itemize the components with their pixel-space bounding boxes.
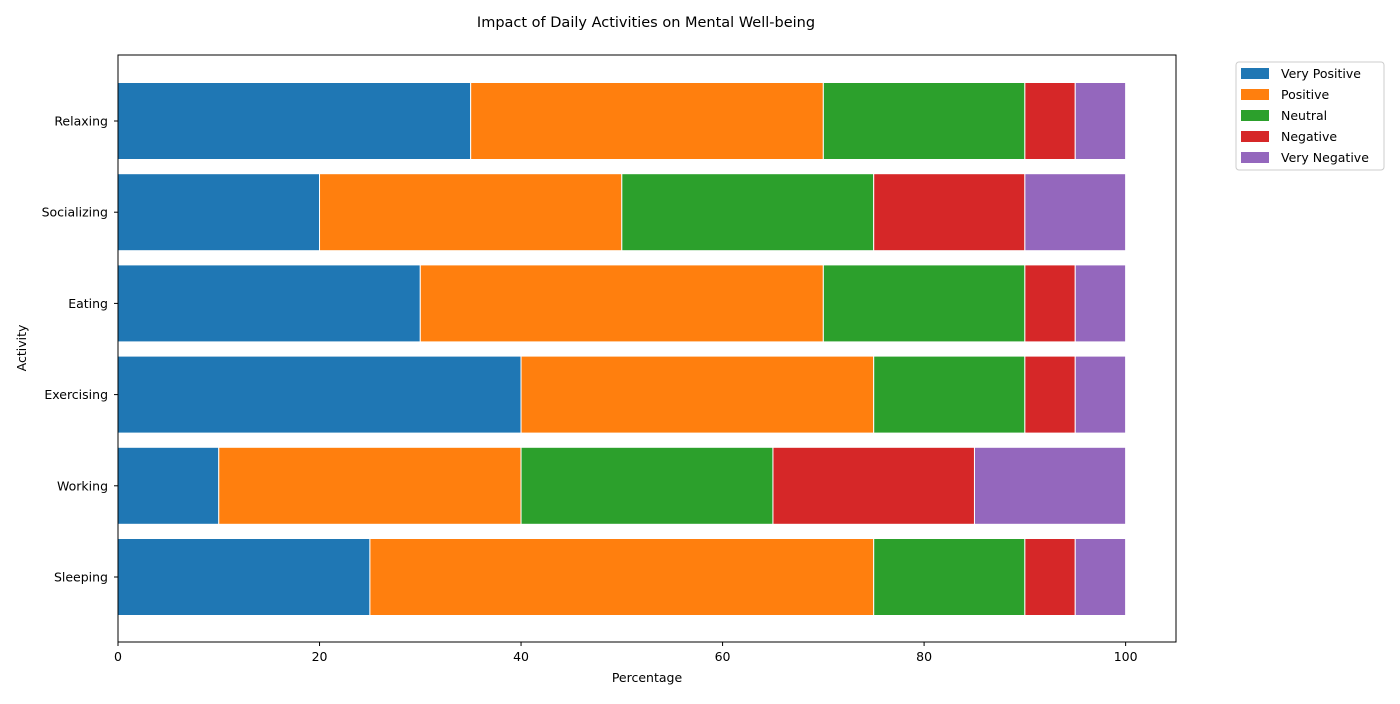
- bar-socializing-very-positive: [118, 174, 320, 251]
- bar-eating-very-negative: [1075, 265, 1125, 342]
- legend-label-negative: Negative: [1281, 129, 1337, 144]
- bar-relaxing-negative: [1025, 83, 1075, 160]
- bar-eating-neutral: [823, 265, 1025, 342]
- chart-title: Impact of Daily Activities on Mental Wel…: [477, 15, 815, 31]
- bar-exercising-very-positive: [118, 356, 521, 433]
- bar-relaxing-very-negative: [1075, 83, 1125, 160]
- y-axis: Sleeping Working Exercising Eating Socializi…: [42, 114, 118, 585]
- y-tick-label-eating: Eating: [68, 296, 108, 311]
- x-tick-label: 60: [715, 649, 731, 664]
- bar-sleeping-negative: [1025, 539, 1075, 616]
- y-tick-label-relaxing: Relaxing: [54, 114, 108, 129]
- bar-relaxing-positive: [471, 83, 824, 160]
- y-axis-label: Activity: [14, 324, 29, 371]
- legend-label-positive: Positive: [1281, 87, 1329, 102]
- bar-working-negative: [773, 447, 975, 524]
- legend-swatch-very-negative: [1241, 152, 1269, 163]
- y-tick-label-working: Working: [57, 478, 108, 493]
- legend-label-neutral: Neutral: [1281, 108, 1327, 123]
- y-tick-label-exercising: Exercising: [44, 387, 108, 402]
- legend-swatch-neutral: [1241, 110, 1269, 121]
- bar-eating-negative: [1025, 265, 1075, 342]
- x-tick-label: 80: [916, 649, 932, 664]
- bar-sleeping-neutral: [874, 539, 1025, 616]
- x-axis-label: Percentage: [612, 670, 683, 685]
- bar-working-neutral: [521, 447, 773, 524]
- bar-sleeping-very-positive: [118, 539, 370, 616]
- bar-exercising-very-negative: [1075, 356, 1125, 433]
- x-axis: 0 20 40 60 80 100: [114, 642, 1138, 664]
- x-tick-label: 40: [513, 649, 529, 664]
- y-tick-label-sleeping: Sleeping: [54, 570, 108, 585]
- bar-socializing-very-negative: [1025, 174, 1126, 251]
- bars-group: [118, 83, 1126, 616]
- bar-relaxing-neutral: [823, 83, 1025, 160]
- x-tick-label: 20: [312, 649, 328, 664]
- bar-working-very-negative: [974, 447, 1125, 524]
- bar-relaxing-very-positive: [118, 83, 471, 160]
- legend-swatch-negative: [1241, 131, 1269, 142]
- bar-socializing-neutral: [622, 174, 874, 251]
- bar-sleeping-very-negative: [1075, 539, 1125, 616]
- bar-socializing-positive: [320, 174, 622, 251]
- y-tick-label-socializing: Socializing: [42, 205, 108, 220]
- x-tick-label: 100: [1114, 649, 1138, 664]
- bar-working-positive: [219, 447, 521, 524]
- bar-exercising-positive: [521, 356, 874, 433]
- bar-exercising-negative: [1025, 356, 1075, 433]
- bar-eating-very-positive: [118, 265, 420, 342]
- bar-working-very-positive: [118, 447, 219, 524]
- legend-label-very-positive: Very Positive: [1281, 66, 1361, 81]
- bar-exercising-neutral: [874, 356, 1025, 433]
- legend-label-very-negative: Very Negative: [1281, 150, 1369, 165]
- bar-sleeping-positive: [370, 539, 874, 616]
- bar-eating-positive: [420, 265, 823, 342]
- x-tick-label: 0: [114, 649, 122, 664]
- legend-swatch-positive: [1241, 89, 1269, 100]
- legend-swatch-very-positive: [1241, 68, 1269, 79]
- bar-socializing-negative: [874, 174, 1025, 251]
- legend: Very Positive Positive Neutral Negative Very…: [1236, 62, 1384, 170]
